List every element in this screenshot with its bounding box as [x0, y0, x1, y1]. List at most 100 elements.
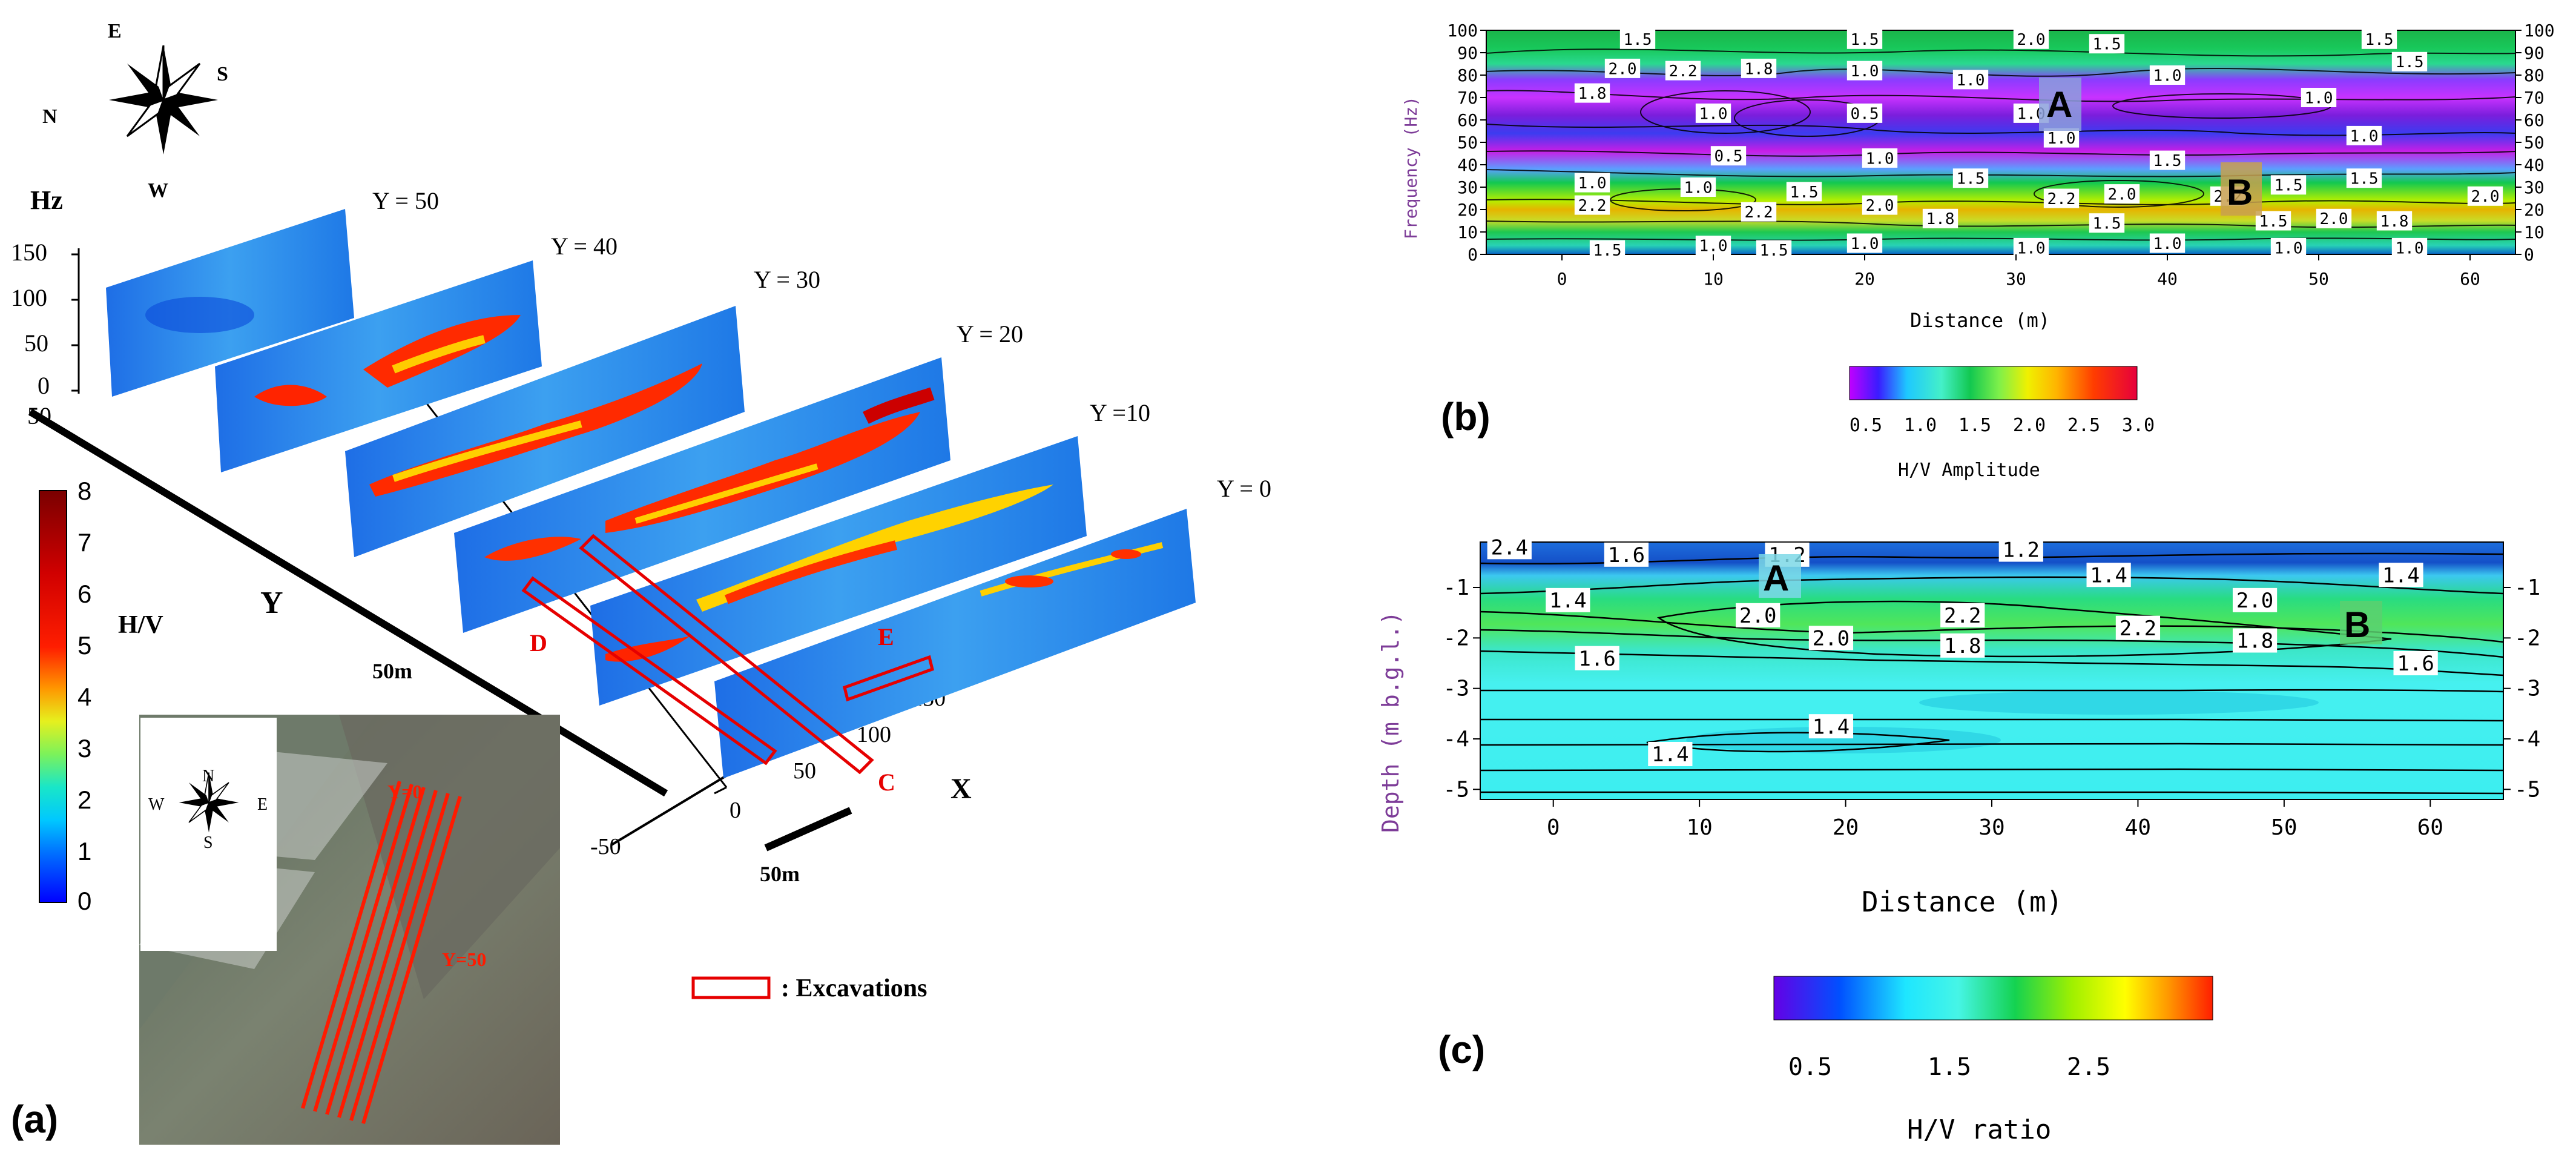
x-tick: 60 — [2460, 269, 2480, 289]
colorbar-tick: 1.5 — [1958, 415, 1991, 436]
x-tick: 50 — [793, 758, 816, 784]
contour-label: 2.4 — [1491, 536, 1528, 560]
contour-label: 2.0 — [2471, 188, 2500, 206]
contour-label: 1.5 — [1790, 184, 1819, 202]
contour-label-bg — [2270, 237, 2307, 257]
contour-label: 1.4 — [1813, 715, 1850, 739]
x-tick: -50 — [590, 834, 621, 859]
colorbar-tick: 1.0 — [1904, 415, 1937, 436]
x-tick: 10 — [1686, 815, 1712, 840]
y-tick-right: 30 — [2524, 177, 2545, 197]
panel-a: E S N W Hz 150 100 50 0 50 Y 50m -50 0 — [11, 20, 1271, 1145]
contour-label: 1.5 — [1851, 31, 1879, 49]
contour-label-bg — [2043, 128, 2080, 148]
contour-labels-c: 2.41.61.21.21.42.01.42.22.02.21.42.01.81… — [1487, 535, 2438, 767]
y-tick-right: -1 — [2514, 575, 2540, 600]
colorbar-tick: 7 — [77, 528, 91, 557]
contour-label: 1.8 — [1745, 60, 1773, 78]
x-axis-label-c: Distance (m) — [1862, 885, 2063, 918]
contour-label: 1.5 — [2396, 53, 2424, 71]
y-tick-left: 60 — [1457, 110, 1478, 130]
colorbar-tick: 0 — [77, 887, 91, 915]
annotation-box-b-b — [2221, 162, 2262, 216]
contour-label-bg — [2115, 615, 2161, 640]
contour-label: 1.0 — [2350, 127, 2379, 145]
contour-label-bg — [1604, 58, 1641, 78]
y-tick-left: -5 — [1443, 777, 1469, 802]
y-tick-right: 60 — [2524, 110, 2545, 130]
colorbar-tick: 2.0 — [2013, 415, 2046, 436]
y-tick-right: -2 — [2514, 626, 2540, 650]
y-tick-right: -5 — [2514, 777, 2540, 802]
contour-label-bg — [1922, 208, 1958, 228]
contour-label-bg — [2379, 563, 2423, 587]
section-y50: Y = 50 — [106, 187, 439, 397]
contour-label-bg — [2393, 651, 2438, 675]
contour-label: 1.4 — [1652, 743, 1688, 767]
inset-label-y50: Y=50 — [442, 948, 486, 970]
contour-label: 2.2 — [2120, 617, 2156, 641]
contour-label-bg — [2467, 186, 2503, 206]
y-tick-right: -3 — [2514, 677, 2540, 701]
x-tick: 30 — [1978, 815, 2004, 840]
section-label: Y = 20 — [957, 320, 1023, 348]
contour-label-bg — [2361, 29, 2397, 49]
contour-label-bg — [1619, 29, 1656, 49]
colorbar-label-c: H/V ratio — [1907, 1114, 2051, 1145]
y-tick-left: 70 — [1457, 88, 1478, 108]
contour-label-bg — [1589, 240, 1626, 260]
y-tick-right: 70 — [2524, 88, 2545, 108]
contour-label: 1.0 — [1578, 174, 1607, 193]
section-label: Y =10 — [1090, 399, 1150, 426]
contour-label: 2.0 — [2108, 185, 2136, 203]
contour-label: 1.6 — [1608, 543, 1645, 567]
contour-label: 1.8 — [1578, 85, 1607, 103]
inset-compass-box — [140, 718, 277, 951]
contour-label-bg — [1574, 83, 1610, 103]
contour-label-bg — [2391, 237, 2428, 257]
contour-label: 1.5 — [2093, 215, 2121, 233]
x-tick: 0 — [1547, 815, 1560, 840]
contour-label: 1.0 — [2153, 67, 2182, 85]
contour-label: 1.5 — [2093, 36, 2121, 54]
contour-label-bg — [1998, 537, 2043, 562]
excavations-legend-text: : Excavations — [781, 974, 927, 1002]
x-tick: 10 — [1703, 269, 1724, 289]
contour-label-bg — [1574, 195, 1610, 215]
contour-label-bg — [1786, 182, 1822, 202]
contour-label: 2.2 — [1944, 604, 1981, 628]
y-tick-left: -3 — [1443, 677, 1469, 701]
x-axis-label: X — [950, 773, 972, 805]
contour-label-bg — [1846, 29, 1883, 49]
contour-label: 1.6 — [2397, 652, 2434, 676]
contour-label: 2.2 — [1745, 203, 1773, 222]
y-tick-left: -2 — [1443, 626, 1469, 650]
contour-label: 1.2 — [2003, 538, 2040, 563]
contour-label-bg — [2232, 628, 2278, 653]
contour-label: 1.0 — [2275, 239, 2303, 257]
contour-label-bg — [1695, 103, 1731, 123]
y-axis-label-b: Frequency (Hz) — [1401, 96, 1421, 239]
contour-label-bg — [2104, 184, 2140, 204]
contour-label: 1.6 — [1578, 647, 1615, 671]
contour-label: 2.0 — [2320, 210, 2348, 228]
x-axis-label-b: Distance (m) — [1910, 309, 2050, 332]
panel-label-c: (c) — [1438, 1028, 1485, 1071]
contour-label-bg — [1710, 146, 1747, 166]
contour-label-bg — [1808, 714, 1854, 739]
contour-label-bg — [1680, 177, 1716, 197]
contour-label: 1.8 — [1944, 634, 1981, 658]
compass-n: N — [42, 105, 58, 128]
y-tick-right: 80 — [2524, 65, 2545, 85]
excavations — [521, 534, 934, 775]
contour-label: 1.5 — [1593, 242, 1622, 260]
x-axis-c: 0 10 20 30 40 50 60 — [1547, 799, 2443, 840]
z-tick: 0 — [38, 372, 50, 399]
colorbar-tick: 8 — [77, 477, 91, 505]
contour-label-bg — [2391, 51, 2428, 71]
compass-e: E — [108, 20, 122, 42]
y-axis-start: 50 — [27, 402, 51, 429]
contour-label: 1.4 — [2090, 563, 2127, 587]
colorbar-tick: 2.5 — [2067, 415, 2100, 436]
x-tick: 0 — [730, 798, 741, 823]
